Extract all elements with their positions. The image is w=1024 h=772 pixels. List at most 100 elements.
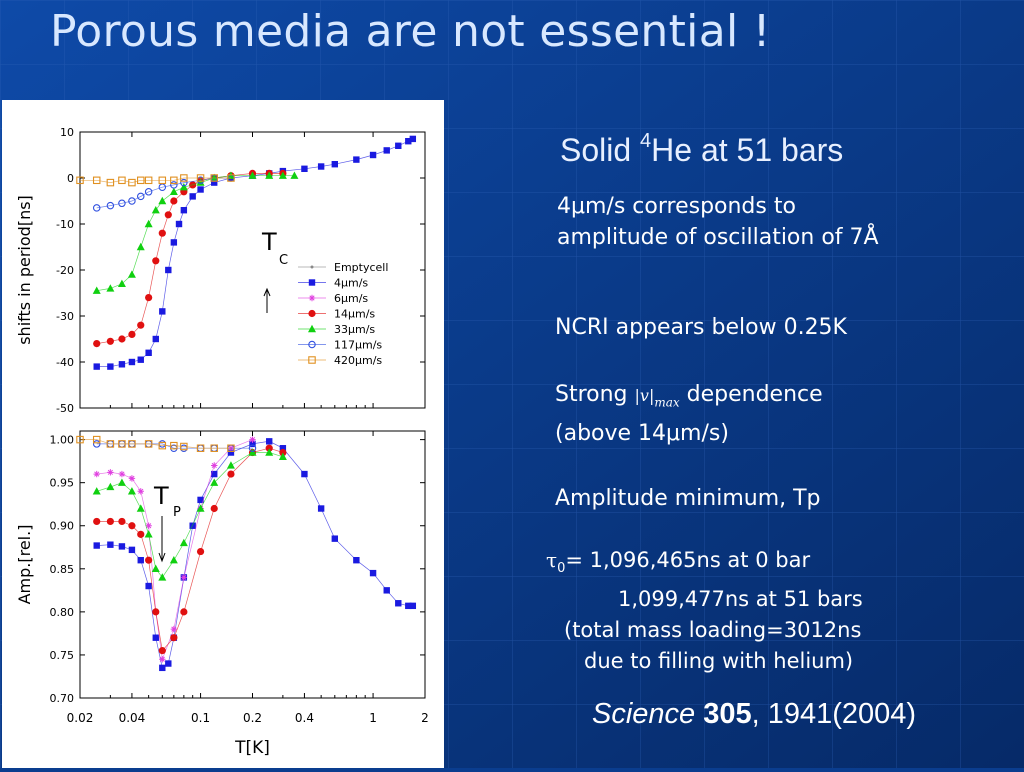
data-point	[136, 242, 145, 251]
legend-label: 117μm/s	[334, 339, 382, 352]
data-point	[211, 462, 218, 469]
data-point	[197, 186, 204, 193]
data-point	[165, 266, 172, 274]
data-point	[170, 181, 178, 189]
legend-label: 420μm/s	[334, 354, 382, 367]
data-point	[369, 151, 377, 159]
slide-title: Porous media are not essential !	[50, 6, 771, 57]
y-tick-label: -40	[56, 356, 74, 369]
data-point	[93, 470, 100, 478]
legend-marker	[308, 340, 316, 349]
data-point	[211, 470, 218, 478]
data-point	[227, 174, 235, 182]
data-point	[170, 176, 178, 185]
data-point	[395, 142, 402, 149]
series-line	[96, 452, 284, 579]
data-point	[137, 321, 145, 329]
y-tick-label: 0.70	[50, 692, 75, 705]
data-point	[137, 356, 144, 363]
velocity-note: 4μm/s corresponds to amplitude of oscill…	[557, 191, 879, 253]
strong-prefix: Strong	[555, 382, 635, 407]
legend-label: 4μm/s	[334, 277, 368, 290]
data-point	[137, 556, 144, 564]
data-point	[210, 478, 219, 486]
strong-suffix: dependence	[679, 382, 823, 407]
data-point	[165, 660, 172, 667]
data-point	[265, 444, 273, 452]
data-point	[128, 178, 136, 187]
series-line	[96, 447, 284, 652]
ref-volume: 305	[703, 698, 752, 730]
data-point	[92, 204, 101, 212]
data-point	[118, 199, 126, 208]
legend-label: 6μm/s	[334, 292, 368, 305]
strong-line1: Strong |v|max dependence	[555, 379, 823, 418]
data-point	[395, 600, 402, 607]
data-point	[278, 452, 287, 461]
y-tick-label: 0.95	[50, 477, 75, 490]
tc-subscript: C	[279, 253, 288, 268]
data-point	[196, 444, 205, 452]
data-point	[158, 176, 167, 185]
data-point	[331, 535, 339, 542]
tau-line1: τ0= 1,096,465ns at 0 bar	[546, 545, 863, 584]
data-point	[137, 192, 145, 201]
y-tick-label: 0.85	[50, 563, 75, 576]
data-point	[107, 541, 114, 548]
y-axis-label: shifts in period[ns]	[15, 195, 34, 345]
series-line	[96, 177, 231, 209]
y-tick-label: -50	[56, 402, 74, 415]
amplitude-minimum-text: Amplitude minimum, Tp	[555, 486, 821, 511]
data-point	[145, 294, 153, 302]
x-tick-label: 0.1	[191, 711, 210, 725]
data-point	[158, 441, 167, 450]
legend-marker	[308, 356, 316, 364]
data-point	[127, 487, 136, 495]
data-point	[76, 435, 84, 444]
data-point	[106, 482, 115, 491]
series-line	[96, 440, 413, 669]
data-point	[106, 201, 115, 210]
data-point	[353, 556, 360, 564]
data-point	[170, 625, 178, 633]
data-point	[180, 574, 188, 581]
solid-helium-heading: Solid 4He at 51 bars	[560, 130, 843, 169]
data-point	[93, 340, 101, 348]
data-point	[278, 171, 287, 179]
x-tick-label: 2	[421, 711, 429, 725]
data-point	[137, 530, 145, 538]
y-tick-label: -10	[56, 218, 74, 231]
data-point	[106, 337, 114, 345]
data-point	[383, 147, 390, 154]
data-point	[158, 573, 167, 581]
solid-label: Solid	[560, 132, 641, 168]
data-point	[226, 461, 235, 469]
tau-line1-text: = 1,096,465ns at 0 bar	[565, 548, 811, 572]
data-point	[301, 165, 308, 172]
series-line	[80, 177, 231, 183]
data-point	[159, 656, 166, 663]
data-point	[76, 176, 84, 185]
data-point	[128, 197, 136, 205]
data-point	[170, 441, 178, 450]
tau-line3: (total mass loading=3012ns	[564, 618, 862, 643]
data-point	[118, 517, 126, 526]
data-point	[144, 188, 153, 196]
data-point	[145, 522, 152, 529]
data-point	[180, 207, 188, 214]
ncri-text: NCRI appears below 0.25K	[555, 315, 847, 340]
x-tick-label: 0.4	[295, 711, 314, 725]
data-point	[145, 349, 152, 356]
y-tick-label: 0.90	[50, 520, 75, 533]
velocity-note-line2: amplitude of oscillation of 7Å	[557, 225, 879, 250]
data-point	[92, 487, 101, 495]
x-tick-label: 0.2	[243, 711, 262, 725]
data-point	[158, 196, 167, 205]
legend-label: 14μm/s	[334, 308, 375, 321]
reference: Science 305, 1941(2004)	[592, 698, 916, 731]
data-point	[151, 206, 160, 214]
y-tick-label: 0	[67, 172, 74, 185]
chart-svg: 10 0 -10 -20 -30 -40 -50 shifts in period[ns] 1.…	[15, 126, 429, 758]
plot-frame	[79, 430, 426, 699]
data-point	[249, 436, 256, 443]
